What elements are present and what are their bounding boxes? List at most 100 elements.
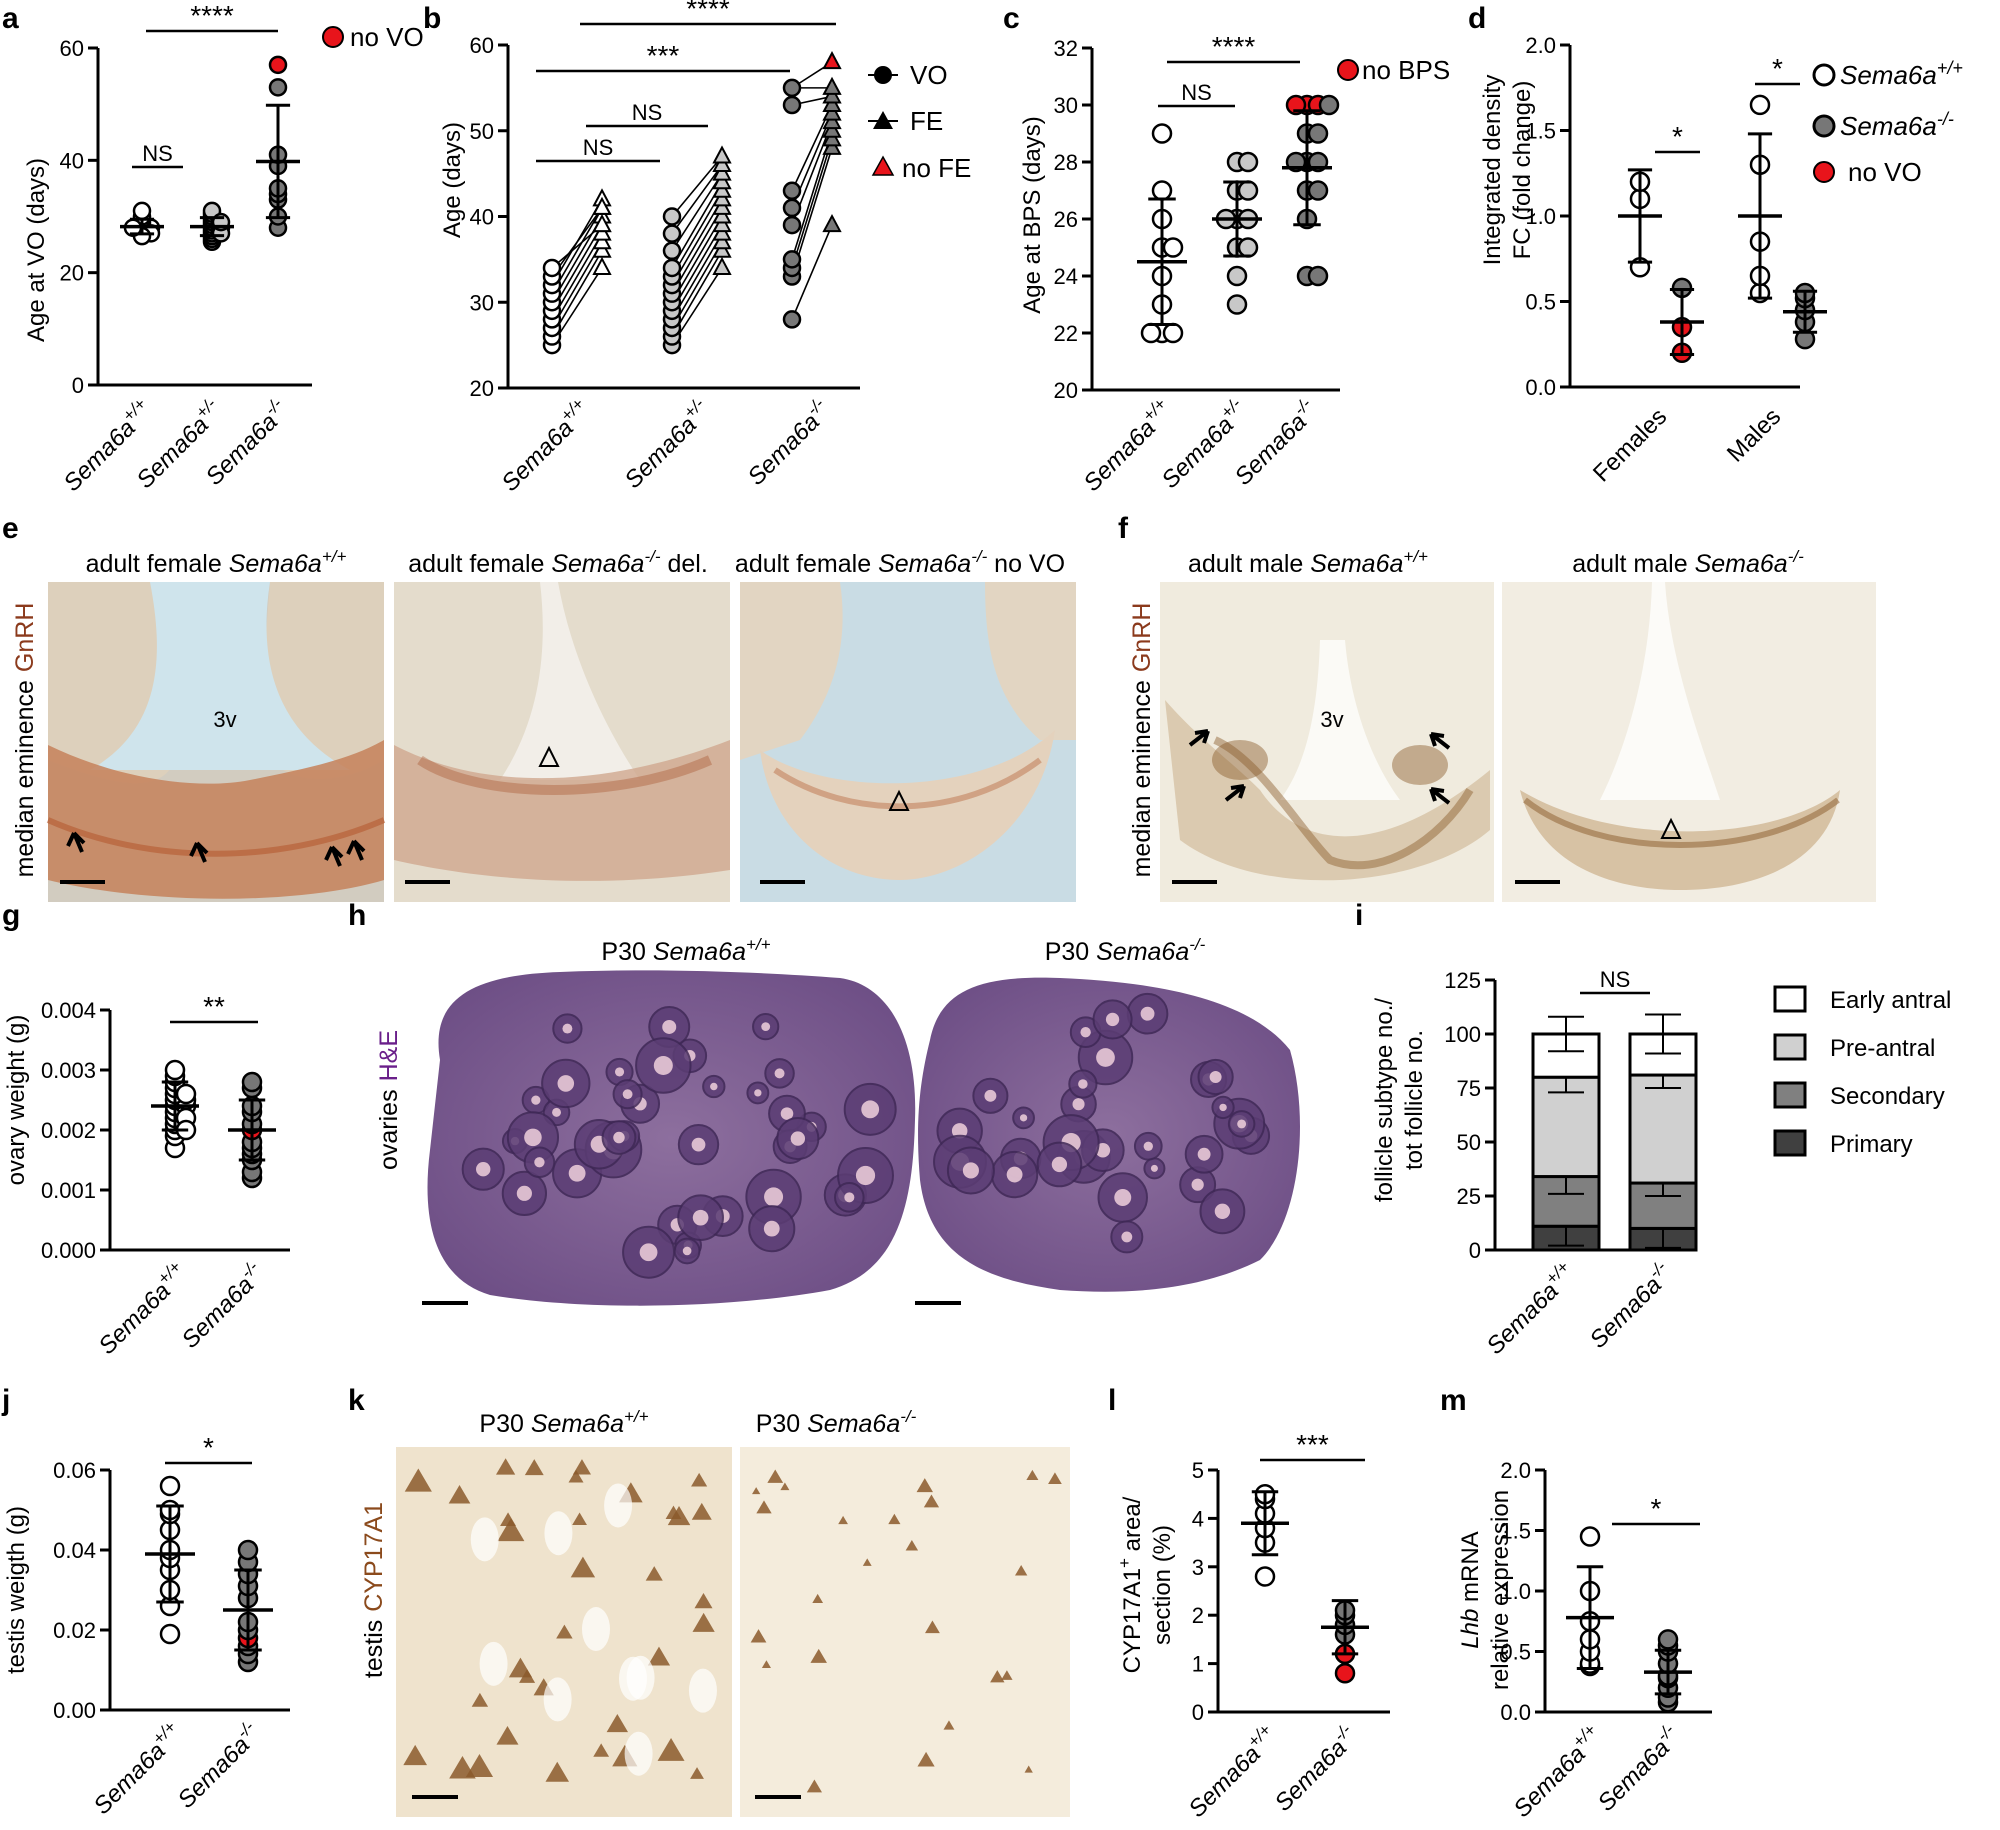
d-legend-ko-name: Sema6a <box>1840 111 1937 141</box>
m-yticklabel-0: 0.0 <box>1500 1700 1531 1725</box>
l-ylabel-1a: CYP17A1 <box>1119 1568 1146 1673</box>
h-ko-oocyte-23 <box>1237 1119 1247 1129</box>
m-ylabel-1: Lhb mRNA <box>1457 1531 1484 1648</box>
k-image-ko <box>740 1447 1070 1817</box>
e-t2-pre: adult female <box>408 550 551 578</box>
a-g0-point-8 <box>132 201 152 221</box>
k-ko-cell-7 <box>905 1539 919 1551</box>
b-yticklabel-3: 50 <box>470 119 494 144</box>
d-legend-wt-name: Sema6a <box>1840 60 1937 90</box>
e-title-1: adult female Sema6a+/+ <box>86 547 347 578</box>
k-ko-cell-15 <box>925 1620 940 1634</box>
c-legend-nobps-marker <box>1337 59 1359 81</box>
h-side-1: ovaries <box>375 1089 403 1170</box>
c-g2-point-9 <box>1307 123 1329 144</box>
b-g1-link-11 <box>671 164 723 235</box>
d-yticklabel-2: 1.0 <box>1525 204 1556 229</box>
k-t2-geno: Sema6a <box>807 1410 900 1438</box>
g-xlabel-ko-name: Sema6a <box>177 1271 259 1353</box>
b-g0-vo-9 <box>542 258 562 278</box>
f-wt-fiber-l <box>1212 740 1268 780</box>
b-legend-fe-marker <box>873 111 893 129</box>
k-t1-pre: P30 <box>479 1410 530 1438</box>
h-ko-oocyte-27 <box>1051 1156 1068 1173</box>
b-g2-fe-2 <box>822 128 842 147</box>
c-g1-point-0 <box>1226 294 1248 315</box>
h-wt-oocyte-23 <box>682 1246 692 1256</box>
h-title-2: P30 Sema6a-/- <box>1045 935 1206 966</box>
k-wt-cell-12 <box>495 1458 516 1475</box>
b-g0-fe-3 <box>592 222 612 241</box>
b-g1-fe-0 <box>712 256 732 275</box>
l-xlabel-ko: Sema6a-/- <box>1267 1720 1364 1817</box>
d-xlabel-0: Females <box>1588 403 1672 487</box>
b-yticklabel-2: 40 <box>470 205 494 230</box>
k-ko-cell-21 <box>810 1648 827 1663</box>
k-ko-cell-18 <box>1024 1765 1033 1773</box>
k-ko-cell-13 <box>923 1494 940 1508</box>
panel-label-l: l <box>1108 1384 1116 1417</box>
h-wt-oocyte-10 <box>614 1067 625 1077</box>
e-ko-novo-eminence <box>760 730 1055 880</box>
h-wt-oocyte-16 <box>557 1075 575 1092</box>
e-t3-geno: Sema6a <box>878 550 971 578</box>
b-g2-link-2 <box>791 139 833 269</box>
m-yticklabel-3: 1.5 <box>1500 1519 1531 1544</box>
h-t2-geno: Sema6a <box>1096 938 1189 966</box>
f-title-2: adult male Sema6a-/- <box>1572 547 1804 578</box>
h-wt-oocyte-38 <box>691 1137 706 1152</box>
h-ko-oocyte-8 <box>1143 1141 1153 1151</box>
f-wt-ventricle <box>1280 640 1400 800</box>
c-g2-point-13 <box>1318 94 1340 116</box>
h-ko-oocyte-21 <box>962 1162 979 1179</box>
b-ns2-bracket-label: NS <box>632 100 663 125</box>
m-xlabel-ko-name: Sema6a <box>1593 1734 1675 1816</box>
i-yticklabel-0: 0 <box>1469 1238 1481 1263</box>
f-image-wt: 3v <box>1160 582 1494 902</box>
chart-i: 0 25 50 75 100 125 Sema6a+/+ Sema6a-/- NS <box>1444 967 1698 1360</box>
h-ko-oocyte-12 <box>1214 1203 1231 1219</box>
h-wt-oocyte-26 <box>662 1019 677 1034</box>
g-yticklabel-0: 0.000 <box>41 1238 96 1263</box>
h-side-2: H&E <box>375 1030 403 1081</box>
h-wt-oocyte-24 <box>639 1243 658 1262</box>
f-side-2: GnRH <box>1128 603 1156 672</box>
c-g1-point-1 <box>1226 265 1248 287</box>
c-yticklabel-0: 20 <box>1054 378 1078 403</box>
i-ns-bracket-label: NS <box>1600 967 1631 992</box>
b-g1-fe-7 <box>712 188 732 207</box>
h-ko-oocyte-26 <box>1219 1103 1227 1112</box>
h-wt-oocyte-36 <box>562 1023 573 1034</box>
a-yticklabel-3: 60 <box>60 36 84 61</box>
f-t2-pre: adult male <box>1572 550 1694 578</box>
a-xlabel-het-name: Sema6a <box>132 412 214 494</box>
b-yticklabel-1: 30 <box>470 290 494 315</box>
h-ko-oocyte-25 <box>1019 1114 1028 1122</box>
i-legend: Early antral Pre-antral Secondary Primary <box>1773 985 1951 1158</box>
b-g2-vo-7 <box>782 95 802 115</box>
k-leydig-cells <box>403 1458 1062 1793</box>
d-legend-wt-sup: +/+ <box>1937 58 1963 78</box>
k-wt-lumen-4 <box>543 1677 572 1722</box>
panel-label-a: a <box>2 2 19 35</box>
d-legend-wt: Sema6a+/+ <box>1840 58 1963 90</box>
panel-f: median eminenceGnRH adult male Sema6a+/+… <box>1128 547 1876 902</box>
f-t2-geno: Sema6a <box>1695 550 1788 578</box>
c-yticklabel-1: 22 <box>1054 321 1078 346</box>
c-yticklabel-6: 32 <box>1054 36 1078 61</box>
e-ko-del-eminence <box>394 740 730 881</box>
b-xlabel-wt: Sema6a+/+ <box>494 394 597 497</box>
k-ko-cell-19 <box>917 1751 935 1767</box>
b-g2-vo-5 <box>782 198 802 218</box>
chart-j: 0.00 0.02 0.04 0.06 Sema6a+/+Sema6a-/- * <box>53 1432 290 1820</box>
b-g1-fe-5 <box>712 205 732 224</box>
k-side-2: CYP17A1 <box>360 1502 388 1612</box>
m-xlabel-wt: Sema6a+/+ <box>1506 1720 1609 1823</box>
k-wt-lumen-9 <box>688 1668 717 1713</box>
h-wt-oocyte-32 <box>476 1162 491 1177</box>
j-yticklabel-3: 0.06 <box>53 1458 96 1483</box>
a-legend-novo-marker <box>322 26 344 48</box>
k-ko-cell-10 <box>916 1478 934 1493</box>
c-g1-point-3 <box>1237 237 1259 258</box>
